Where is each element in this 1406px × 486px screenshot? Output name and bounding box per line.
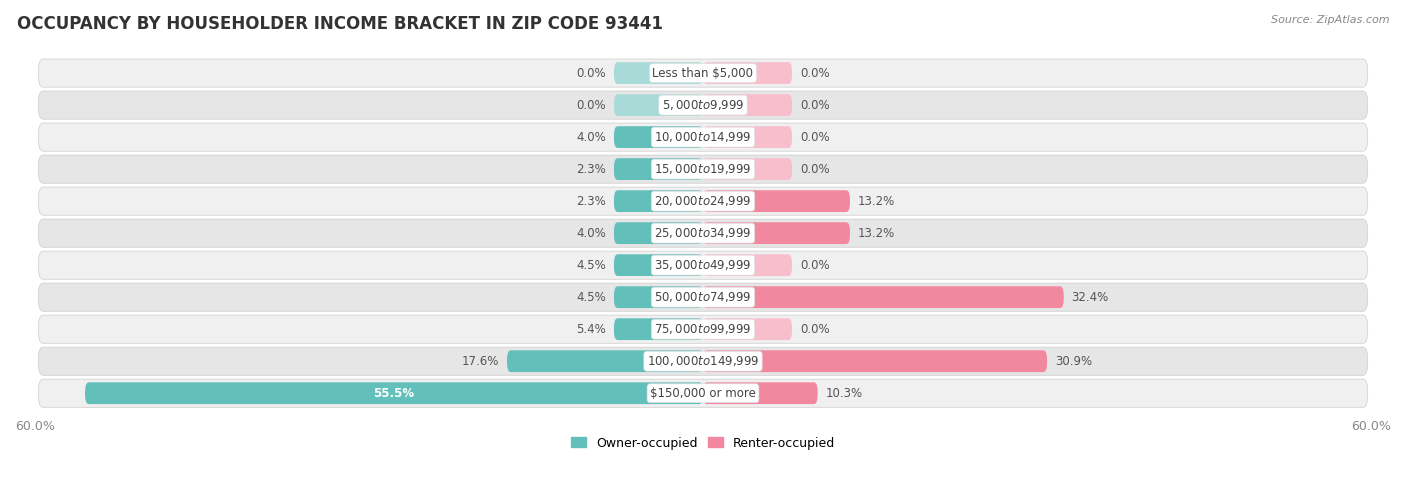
FancyBboxPatch shape: [703, 254, 792, 276]
FancyBboxPatch shape: [614, 62, 703, 84]
Text: 0.0%: 0.0%: [800, 259, 830, 272]
Text: 4.5%: 4.5%: [576, 291, 606, 304]
Text: $20,000 to $24,999: $20,000 to $24,999: [654, 194, 752, 208]
FancyBboxPatch shape: [703, 350, 1047, 372]
FancyBboxPatch shape: [614, 158, 703, 180]
Text: 32.4%: 32.4%: [1071, 291, 1109, 304]
FancyBboxPatch shape: [38, 187, 1368, 215]
Text: 0.0%: 0.0%: [800, 99, 830, 112]
FancyBboxPatch shape: [703, 62, 792, 84]
FancyBboxPatch shape: [38, 283, 1368, 311]
Text: $10,000 to $14,999: $10,000 to $14,999: [654, 130, 752, 144]
FancyBboxPatch shape: [614, 318, 703, 340]
FancyBboxPatch shape: [38, 91, 1368, 119]
Text: 4.5%: 4.5%: [576, 259, 606, 272]
FancyBboxPatch shape: [614, 286, 703, 308]
Text: $150,000 or more: $150,000 or more: [650, 387, 756, 399]
FancyBboxPatch shape: [38, 379, 1368, 407]
Text: 0.0%: 0.0%: [800, 131, 830, 143]
Text: 30.9%: 30.9%: [1054, 355, 1092, 368]
FancyBboxPatch shape: [38, 155, 1368, 183]
Text: $5,000 to $9,999: $5,000 to $9,999: [662, 98, 744, 112]
FancyBboxPatch shape: [614, 254, 703, 276]
Text: $75,000 to $99,999: $75,000 to $99,999: [654, 322, 752, 336]
Text: 0.0%: 0.0%: [800, 163, 830, 175]
Text: $15,000 to $19,999: $15,000 to $19,999: [654, 162, 752, 176]
FancyBboxPatch shape: [703, 126, 792, 148]
FancyBboxPatch shape: [703, 94, 792, 116]
Text: $100,000 to $149,999: $100,000 to $149,999: [647, 354, 759, 368]
Text: 10.3%: 10.3%: [825, 387, 863, 399]
Text: 0.0%: 0.0%: [800, 67, 830, 80]
FancyBboxPatch shape: [614, 94, 703, 116]
Text: 0.0%: 0.0%: [800, 323, 830, 336]
Text: 2.3%: 2.3%: [576, 194, 606, 208]
Text: 17.6%: 17.6%: [461, 355, 499, 368]
Text: 0.0%: 0.0%: [576, 67, 606, 80]
FancyBboxPatch shape: [703, 158, 792, 180]
Text: 4.0%: 4.0%: [576, 131, 606, 143]
Text: 13.2%: 13.2%: [858, 226, 896, 240]
FancyBboxPatch shape: [614, 222, 703, 244]
Text: 0.0%: 0.0%: [576, 99, 606, 112]
FancyBboxPatch shape: [703, 286, 1064, 308]
Text: $50,000 to $74,999: $50,000 to $74,999: [654, 290, 752, 304]
Text: Source: ZipAtlas.com: Source: ZipAtlas.com: [1271, 15, 1389, 25]
FancyBboxPatch shape: [703, 190, 851, 212]
FancyBboxPatch shape: [614, 126, 703, 148]
FancyBboxPatch shape: [38, 315, 1368, 343]
Text: OCCUPANCY BY HOUSEHOLDER INCOME BRACKET IN ZIP CODE 93441: OCCUPANCY BY HOUSEHOLDER INCOME BRACKET …: [17, 15, 662, 33]
FancyBboxPatch shape: [38, 123, 1368, 151]
Text: 55.5%: 55.5%: [374, 387, 415, 399]
FancyBboxPatch shape: [84, 382, 703, 404]
Text: 4.0%: 4.0%: [576, 226, 606, 240]
FancyBboxPatch shape: [38, 219, 1368, 247]
Text: 2.3%: 2.3%: [576, 163, 606, 175]
FancyBboxPatch shape: [38, 59, 1368, 87]
FancyBboxPatch shape: [703, 222, 851, 244]
Text: $35,000 to $49,999: $35,000 to $49,999: [654, 258, 752, 272]
Text: 5.4%: 5.4%: [576, 323, 606, 336]
Text: Less than $5,000: Less than $5,000: [652, 67, 754, 80]
FancyBboxPatch shape: [703, 318, 792, 340]
Text: $25,000 to $34,999: $25,000 to $34,999: [654, 226, 752, 240]
FancyBboxPatch shape: [614, 190, 703, 212]
Text: 13.2%: 13.2%: [858, 194, 896, 208]
Legend: Owner-occupied, Renter-occupied: Owner-occupied, Renter-occupied: [567, 432, 839, 454]
FancyBboxPatch shape: [38, 251, 1368, 279]
FancyBboxPatch shape: [508, 350, 703, 372]
FancyBboxPatch shape: [703, 382, 818, 404]
FancyBboxPatch shape: [38, 347, 1368, 375]
